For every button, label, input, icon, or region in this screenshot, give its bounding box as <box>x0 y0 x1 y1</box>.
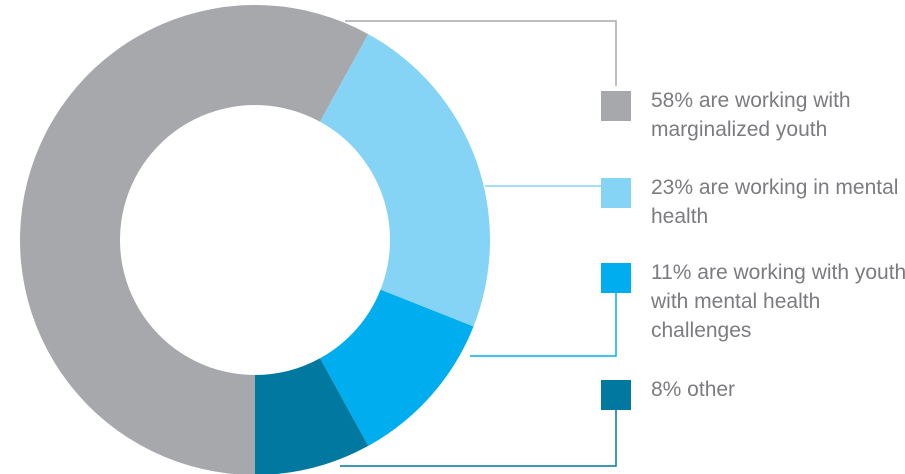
legend-label: 23% are working in mental health <box>651 176 899 228</box>
legend-label: 58% are working with marginalized youth <box>651 89 851 141</box>
slice-youth-mental-health-challenges <box>320 289 474 446</box>
leader-line-other <box>340 404 617 467</box>
legend-label: 11% are working with youth with mental h… <box>651 261 905 342</box>
legend-swatch <box>601 380 631 410</box>
legend-label: 8% other <box>651 378 736 401</box>
slice-mental-health <box>320 34 490 327</box>
donut-slices <box>20 5 490 474</box>
leader-line-youth-mental-health-challenges <box>470 287 617 357</box>
legend-item-marginalized-youth: 58% are working with marginalized youth <box>601 86 905 144</box>
leader-lines <box>340 20 617 467</box>
legend-swatch <box>601 178 631 208</box>
legend-item-youth-mental-health-challenges: 11% are working with youth with mental h… <box>601 258 905 345</box>
legend-swatch <box>601 91 631 121</box>
legend-item-mental-health: 23% are working in mental health <box>601 173 905 231</box>
legend-swatch <box>601 263 631 293</box>
legend-item-other: 8% other <box>601 375 905 410</box>
slice-marginalized-youth <box>20 5 369 474</box>
leader-line-marginalized-youth <box>345 20 617 86</box>
slice-other <box>255 358 369 474</box>
